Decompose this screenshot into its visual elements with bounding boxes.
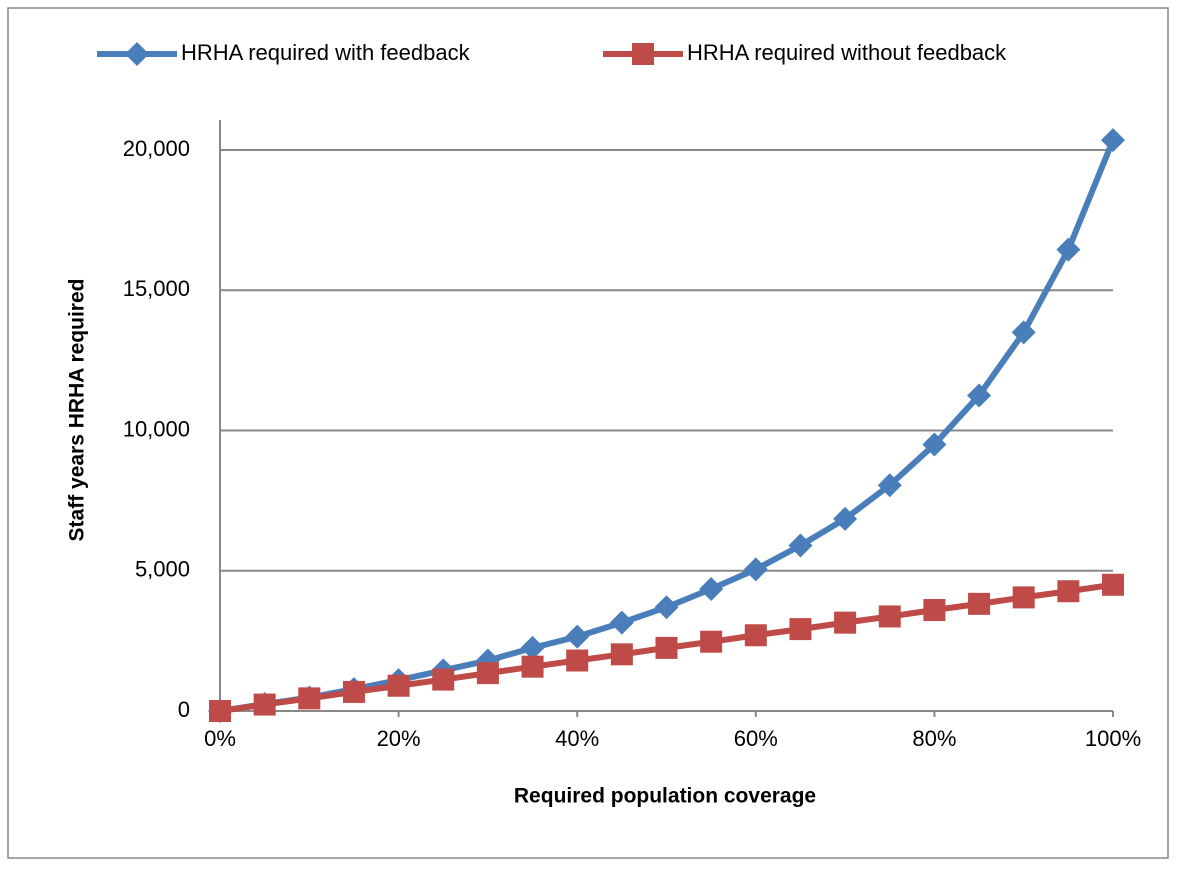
data-point	[342, 680, 365, 703]
data-point	[565, 624, 590, 649]
data-point	[387, 674, 410, 697]
data-point	[209, 700, 231, 722]
data-point	[655, 636, 678, 659]
data-point	[967, 383, 992, 408]
legend-label: HRHA required with feedback	[181, 40, 471, 65]
legend-label: HRHA required without feedback	[687, 40, 1007, 65]
y-tick-label: 20,000	[123, 136, 190, 161]
data-point	[610, 643, 633, 666]
data-point	[521, 655, 544, 678]
x-tick-label: 100%	[1085, 726, 1141, 751]
data-point	[1101, 128, 1125, 153]
y-tick-label: 15,000	[123, 276, 190, 301]
y-tick-label: 0	[178, 697, 190, 722]
data-point	[253, 693, 276, 716]
data-point	[744, 624, 767, 647]
y-tick-label: 5,000	[135, 557, 190, 582]
data-point	[609, 610, 634, 635]
data-point	[566, 649, 589, 672]
data-point	[699, 576, 724, 601]
data-point	[789, 618, 812, 641]
data-point	[877, 473, 902, 498]
data-point	[432, 668, 455, 691]
data-point	[1011, 320, 1036, 345]
data-point	[1057, 580, 1080, 603]
data-point	[298, 687, 321, 710]
data-point	[700, 630, 723, 653]
data-point	[654, 595, 679, 620]
legend-marker	[125, 42, 149, 66]
data-point	[476, 662, 499, 685]
data-point	[923, 599, 946, 622]
data-point	[878, 605, 901, 628]
data-point	[968, 592, 991, 615]
x-axis-title: Required population coverage	[514, 785, 816, 808]
data-point	[833, 506, 858, 531]
legend-marker	[632, 43, 654, 65]
data-point	[922, 432, 947, 457]
data-point	[788, 533, 813, 558]
data-point	[1056, 237, 1081, 262]
x-tick-label: 20%	[377, 726, 421, 751]
x-tick-label: 80%	[912, 726, 956, 751]
x-tick-label: 0%	[204, 726, 236, 751]
data-point	[520, 635, 545, 660]
data-point	[743, 557, 768, 582]
data-point	[834, 611, 857, 634]
x-tick-label: 40%	[555, 726, 599, 751]
data-point	[1012, 586, 1035, 609]
x-tick-label: 60%	[734, 726, 778, 751]
y-axis-title: Staff years HRHA required	[66, 279, 89, 542]
data-point	[1102, 573, 1124, 596]
y-tick-label: 10,000	[123, 416, 190, 441]
